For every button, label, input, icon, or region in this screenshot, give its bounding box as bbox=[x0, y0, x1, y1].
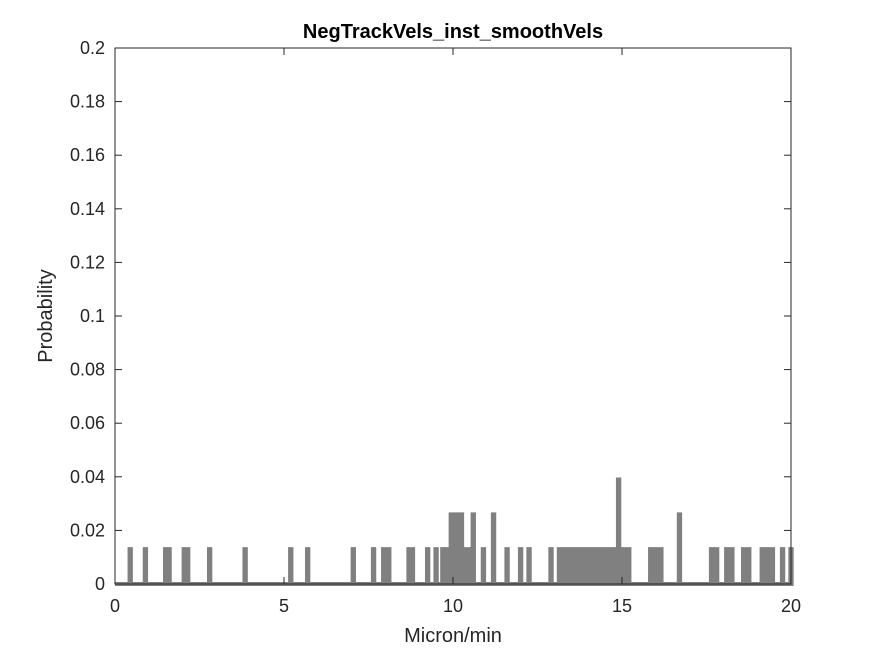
x-tick-label: 15 bbox=[612, 596, 632, 616]
x-tick-label: 10 bbox=[443, 596, 463, 616]
y-tick-label: 0.14 bbox=[70, 199, 105, 219]
y-tick-label: 0.06 bbox=[70, 413, 105, 433]
axis-layer: 0 5 10 15 20 0 0.02 0.04 0.06 0.08 0.1 0.12 0.14 0.16… bbox=[70, 38, 801, 616]
x-tick-label: 0 bbox=[110, 596, 120, 616]
y-tick-label: 0.08 bbox=[70, 360, 105, 380]
y-tick-label: 0.2 bbox=[80, 38, 105, 58]
x-axis-label: Micron/min bbox=[404, 625, 502, 647]
chart-title: NegTrackVels_inst_smoothVels bbox=[303, 21, 603, 43]
x-tick-label: 20 bbox=[781, 596, 801, 616]
y-tick-label: 0.18 bbox=[70, 92, 105, 112]
data-layer bbox=[115, 477, 794, 586]
y-tick-label: 0.16 bbox=[70, 145, 105, 165]
y-tick-label: 0 bbox=[95, 574, 105, 594]
y-axis-label: Probability bbox=[35, 269, 57, 362]
x-tick-label: 5 bbox=[279, 596, 289, 616]
y-tick-label: 0.1 bbox=[80, 306, 105, 326]
y-tick-label: 0.12 bbox=[70, 252, 105, 272]
y-tick-label: 0.04 bbox=[70, 467, 105, 487]
y-tick-label: 0.02 bbox=[70, 520, 105, 540]
plot-background bbox=[115, 48, 791, 584]
